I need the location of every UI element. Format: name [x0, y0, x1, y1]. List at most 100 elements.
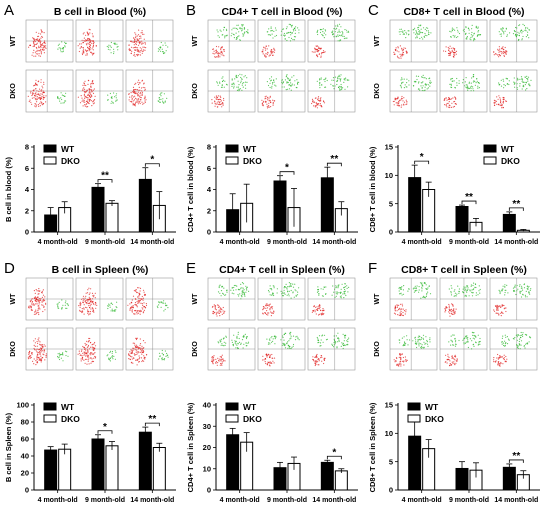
y-tick-label: 100	[16, 401, 29, 410]
panel-title: CD8+ T cell in Blood (%)	[403, 6, 525, 18]
legend-label: DKO	[61, 156, 80, 166]
legend-swatch	[483, 156, 497, 165]
legend-swatch	[225, 156, 239, 165]
flow-plot	[389, 19, 438, 63]
y-tick-label: 0	[25, 228, 29, 237]
panel-letter: F	[368, 260, 378, 277]
flow-plot	[439, 19, 488, 63]
x-tick-label: 4 month-old	[38, 239, 78, 246]
flow-plots: WT DKO	[374, 19, 538, 113]
significance-label: **	[512, 451, 520, 462]
legend-swatch	[483, 144, 497, 153]
x-tick-label: 14 month-old	[130, 239, 174, 246]
panel-a-figure: WT DKO 0 2 4 6 8 B cell in blood (%) 4 month-old…	[4, 19, 176, 246]
flow-plot	[25, 277, 74, 321]
x-tick-label: 9 month-old	[85, 497, 125, 504]
significance-bracket	[97, 430, 113, 434]
x-tick-label: 14 month-old	[494, 497, 538, 504]
flow-row-label: WT	[374, 293, 381, 305]
flow-row-label: DKO	[192, 341, 199, 357]
bar	[455, 206, 469, 233]
bar	[44, 449, 58, 491]
legend-label: DKO	[61, 414, 80, 424]
significance-label: *	[150, 155, 154, 166]
legend-swatch	[43, 144, 57, 153]
flow-plot	[489, 327, 538, 371]
flow-plot	[389, 277, 438, 321]
bar-chart: 0 10 20 30 40 CD4+ T cell in Spleen (%) 4 mont…	[186, 401, 358, 504]
flow-row-label: WT	[10, 35, 17, 47]
bar	[105, 202, 119, 233]
panel-letter: C	[368, 2, 379, 19]
flow-plot	[75, 277, 124, 321]
flow-plot	[489, 19, 538, 63]
legend-label: WT	[243, 144, 257, 154]
flow-plot	[207, 19, 256, 63]
flow-plot	[207, 277, 256, 321]
y-tick-label: 15	[385, 143, 393, 152]
panel-title: CD4+ T cell in Blood (%)	[221, 6, 343, 18]
y-tick-label: 8	[25, 143, 29, 152]
legend-label: WT	[243, 402, 257, 412]
panel-f: F CD8+ T cell in Spleen (%) WT DKO 0 5 10 15 C…	[368, 260, 546, 515]
panel-letter: D	[4, 260, 15, 277]
significance-bracket	[414, 160, 430, 165]
bar	[91, 186, 105, 233]
flow-row-label: DKO	[10, 341, 17, 357]
bar-chart: 0 2 4 6 8 B cell in blood (%) 4 month-old 9 mon…	[4, 143, 176, 246]
y-tick-label: 15	[385, 401, 393, 410]
significance-label: *	[103, 422, 107, 433]
legend-label: WT	[61, 402, 75, 412]
y-tick-label: 0	[389, 486, 393, 495]
legend-swatch	[43, 402, 57, 411]
significance-bracket	[508, 207, 524, 211]
bar-chart: 0 5 10 15 CD8+ T cell in Spleen (%) 4 month-o…	[368, 401, 540, 504]
y-tick-label: 2	[207, 206, 211, 215]
legend-swatch	[407, 402, 421, 411]
y-tick-label: 6	[25, 164, 29, 173]
significance-bracket	[508, 459, 524, 463]
x-tick-label: 9 month-old	[85, 239, 125, 246]
bar	[273, 180, 287, 233]
bar	[320, 461, 334, 491]
legend-label: DKO	[243, 414, 262, 424]
y-tick-label: 0	[389, 228, 393, 237]
y-tick-label: 60	[21, 435, 29, 444]
flow-plot	[307, 277, 356, 321]
significance-bracket	[144, 422, 160, 427]
flow-plots: WT DKO	[192, 277, 356, 371]
flow-plots: WT DKO	[374, 277, 538, 371]
panel-title: CD4+ T cell in Spleen (%)	[219, 264, 345, 276]
significance-label: **	[330, 154, 338, 165]
legend-label: WT	[61, 144, 75, 154]
legend-swatch	[225, 414, 239, 423]
bar	[58, 448, 72, 491]
panel-b: B CD4+ T cell in Blood (%) WT DKO 0 2 4 6 8 CD4…	[186, 2, 364, 257]
panel-f-figure: WT DKO 0 5 10 15 CD8+ T cell in Spleen (%) 4 mo…	[368, 277, 540, 504]
bar-chart: 0 2 4 6 8 CD4+ T cell in blood (%) 4 month-old…	[186, 143, 358, 246]
flow-plots: WT DKO	[10, 277, 174, 371]
x-tick-label: 14 month-old	[494, 239, 538, 246]
significance-bracket	[461, 200, 477, 205]
flow-plot	[25, 327, 74, 371]
flow-plot	[75, 69, 124, 113]
bar	[91, 438, 105, 491]
flow-plot	[307, 19, 356, 63]
bar	[138, 431, 152, 491]
flow-row-label: DKO	[10, 83, 17, 99]
y-tick-label: 0	[207, 486, 211, 495]
significance-label: *	[420, 152, 424, 163]
flow-row-label: WT	[192, 293, 199, 305]
panel-e-figure: WT DKO 0 10 20 30 40 CD4+ T cell in Spleen (%) 4…	[186, 277, 358, 504]
panel-e: E CD4+ T cell in Spleen (%) WT DKO 0 10 20 30…	[186, 260, 364, 515]
flow-plot	[257, 277, 306, 321]
flow-row-label: WT	[374, 35, 381, 47]
flow-plot	[75, 327, 124, 371]
y-axis-label: CD4+ T cell in Spleen (%)	[186, 402, 195, 492]
significance-label: **	[101, 171, 109, 182]
x-tick-label: 4 month-old	[402, 497, 442, 504]
y-tick-label: 8	[207, 143, 211, 152]
flow-row-label: DKO	[192, 83, 199, 99]
x-tick-label: 4 month-old	[220, 239, 260, 246]
